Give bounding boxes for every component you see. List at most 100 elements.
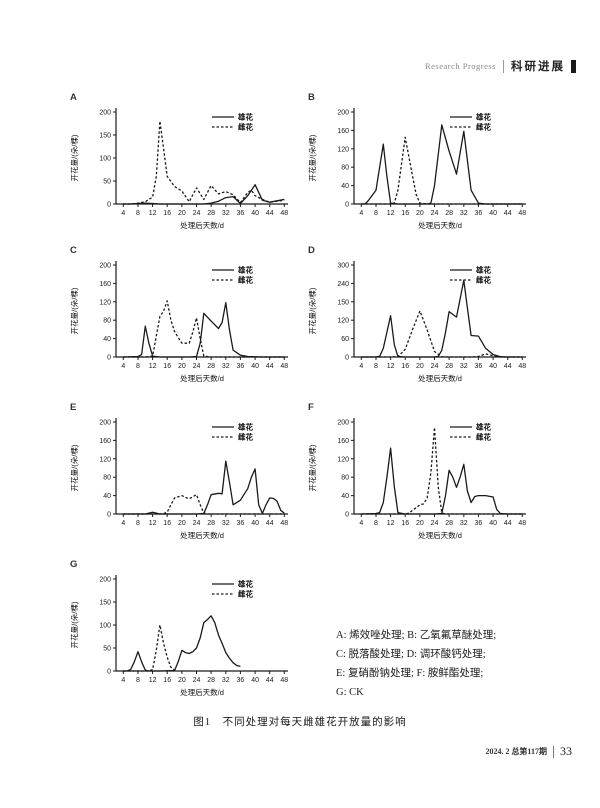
svg-text:40: 40 (341, 493, 349, 500)
svg-text:处理后天数/d: 处理后天数/d (418, 220, 462, 230)
svg-text:48: 48 (518, 210, 526, 217)
panel-letter: F (308, 402, 314, 413)
svg-text:处理后天数/d: 处理后天数/d (418, 530, 462, 540)
svg-text:32: 32 (222, 363, 230, 370)
treatment-key-line: E: 复硝酚钠处理; F: 胺鲜酯处理; (336, 668, 484, 679)
svg-text:雌花: 雌花 (476, 122, 491, 132)
svg-text:40: 40 (251, 210, 259, 217)
svg-text:处理后天数/d: 处理后天数/d (180, 373, 224, 383)
svg-text:雌花: 雌花 (476, 432, 491, 442)
svg-text:雌花: 雌花 (238, 122, 253, 132)
svg-text:28: 28 (207, 520, 215, 527)
svg-text:12: 12 (387, 210, 395, 217)
svg-text:开花量/(朵/棵): 开花量/(朵/棵) (69, 134, 79, 181)
svg-text:8: 8 (136, 677, 140, 684)
svg-text:48: 48 (518, 363, 526, 370)
svg-text:20: 20 (178, 520, 186, 527)
chart-panel-c: C 0 40 80 120 160 200 4 8 12 16 20 24 28 32 36 40 44 48 雄花… (64, 245, 300, 399)
svg-text:8: 8 (374, 520, 378, 527)
svg-text:开花量/(朵/棵): 开花量/(朵/棵) (69, 287, 79, 334)
svg-text:开花量/(朵/棵): 开花量/(朵/棵) (69, 601, 79, 648)
svg-text:28: 28 (207, 363, 215, 370)
svg-text:24: 24 (431, 210, 439, 217)
header-accent-bar (571, 59, 576, 73)
svg-text:雌花: 雌花 (238, 275, 253, 285)
svg-text:24: 24 (193, 520, 201, 527)
svg-text:12: 12 (387, 520, 395, 527)
svg-text:处理后天数/d: 处理后天数/d (180, 220, 224, 230)
chart-panel-g: G 0 50 100 150 200 4 8 12 16 20 24 28 32 36 40 44 48 雄花 雌花… (64, 559, 300, 713)
svg-text:40: 40 (103, 336, 111, 343)
svg-text:16: 16 (401, 363, 409, 370)
svg-text:32: 32 (460, 520, 468, 527)
svg-text:36: 36 (237, 677, 245, 684)
svg-text:32: 32 (460, 210, 468, 217)
svg-text:28: 28 (445, 210, 453, 217)
panel-letter: A (70, 92, 77, 103)
svg-text:12: 12 (387, 363, 395, 370)
svg-text:28: 28 (445, 520, 453, 527)
panel-letter: C (70, 245, 77, 256)
svg-text:200: 200 (99, 110, 111, 117)
svg-text:12: 12 (149, 677, 157, 684)
svg-text:4: 4 (359, 520, 363, 527)
svg-text:雌花: 雌花 (476, 275, 491, 285)
svg-text:开花量/(朵/棵): 开花量/(朵/棵) (307, 444, 317, 491)
svg-text:16: 16 (401, 210, 409, 217)
treatment-key: A: 烯效唑处理; B: 乙氧氟草醚处理; C: 脱落酸处理; D: 调环酸钙处… (336, 626, 578, 702)
svg-text:20: 20 (178, 363, 186, 370)
svg-text:4: 4 (359, 210, 363, 217)
svg-text:处理后天数/d: 处理后天数/d (418, 373, 462, 383)
svg-text:80: 80 (103, 475, 111, 482)
page-header: Research Progress 科研进展 (425, 58, 576, 74)
svg-text:12: 12 (149, 363, 157, 370)
svg-text:4: 4 (121, 210, 125, 217)
svg-text:20: 20 (178, 677, 186, 684)
svg-text:120: 120 (337, 456, 349, 463)
svg-text:雄花: 雄花 (237, 265, 253, 275)
svg-text:44: 44 (504, 520, 512, 527)
svg-text:40: 40 (251, 677, 259, 684)
svg-text:24: 24 (431, 363, 439, 370)
svg-text:16: 16 (163, 210, 171, 217)
svg-text:240: 240 (337, 281, 349, 288)
svg-text:36: 36 (475, 520, 483, 527)
svg-text:32: 32 (222, 520, 230, 527)
chart-panel-e: E 0 40 80 120 160 200 4 8 12 16 20 24 28 32 36 40 44 48 雄花… (64, 402, 300, 556)
footer-divider (553, 745, 554, 758)
svg-text:雌花: 雌花 (238, 432, 253, 442)
panel-letter: E (70, 402, 77, 413)
svg-text:44: 44 (266, 363, 274, 370)
svg-text:0: 0 (107, 355, 111, 362)
svg-text:36: 36 (475, 363, 483, 370)
svg-text:44: 44 (266, 210, 274, 217)
svg-text:160: 160 (337, 438, 349, 445)
panel-letter: G (70, 559, 78, 570)
svg-text:44: 44 (504, 363, 512, 370)
treatment-key-line: C: 脱落酸处理; D: 调环酸钙处理; (336, 649, 486, 660)
svg-text:100: 100 (99, 623, 111, 630)
svg-text:200: 200 (337, 110, 349, 117)
svg-text:40: 40 (489, 210, 497, 217)
svg-text:150: 150 (99, 600, 111, 607)
svg-text:40: 40 (251, 520, 259, 527)
svg-text:40: 40 (251, 363, 259, 370)
svg-text:36: 36 (237, 210, 245, 217)
svg-text:160: 160 (99, 438, 111, 445)
chart-panel-b: B 0 40 80 120 160 200 4 8 12 16 20 24 28 32 36 40 44 48 雄花… (302, 92, 538, 246)
svg-text:0: 0 (107, 202, 111, 209)
svg-text:20: 20 (416, 210, 424, 217)
svg-text:雄花: 雄花 (475, 265, 491, 275)
header-chinese-label: 科研进展 (511, 61, 565, 73)
svg-text:24: 24 (193, 677, 201, 684)
svg-text:28: 28 (445, 363, 453, 370)
svg-text:20: 20 (178, 210, 186, 217)
svg-text:36: 36 (475, 210, 483, 217)
header-english-label: Research Progress (424, 61, 496, 71)
